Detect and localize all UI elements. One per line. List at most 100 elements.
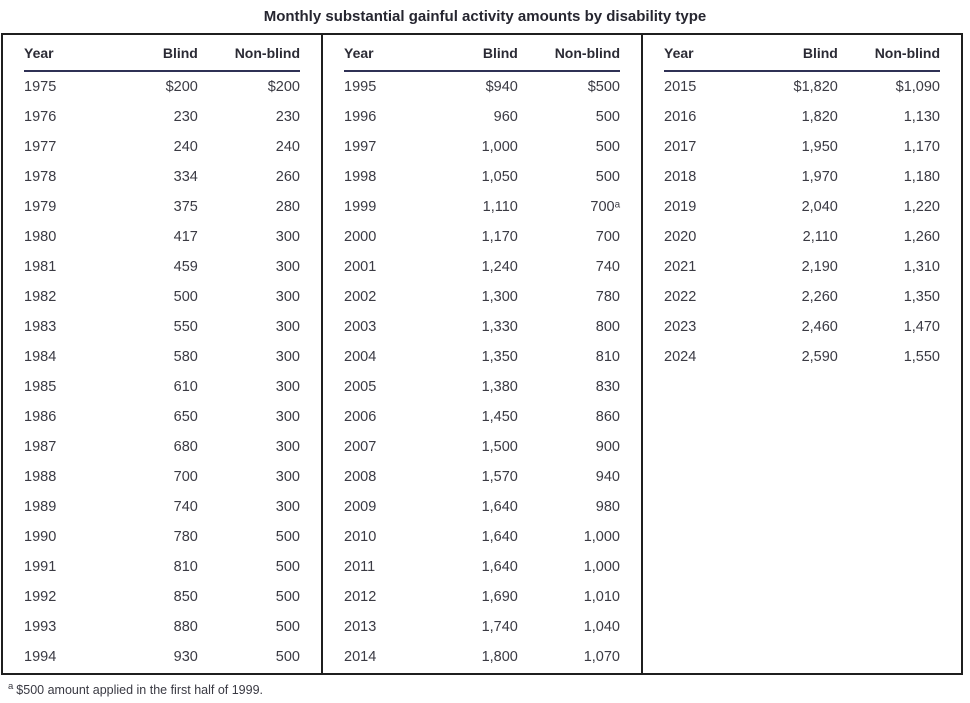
blind-cell: 1,500	[481, 439, 518, 455]
blind-cell: 1,950	[801, 139, 838, 155]
year-cell: 1998	[344, 169, 377, 185]
nonblind-cell: 1,170	[903, 139, 940, 155]
nonblind-cell: 260	[275, 169, 300, 185]
nonblind-cell: 1,000	[583, 529, 620, 545]
year-cell: 1980	[24, 229, 57, 245]
table-row: 2014 1,800 1,070	[344, 642, 620, 672]
year-cell: 1993	[24, 619, 57, 635]
year-cell: 2017	[664, 139, 697, 155]
blind-cell: 2,040	[801, 199, 838, 215]
year-cell: 2010	[344, 529, 377, 545]
table-row: 2003 1,330 800	[344, 312, 620, 342]
table-row: 1992 850 500	[24, 582, 300, 612]
table-row: 2008 1,570 940	[344, 462, 620, 492]
nonblind-cell: $500	[587, 79, 620, 95]
column-header-nonblind: Non-blind	[197, 35, 300, 72]
blind-cell: 1,050	[481, 169, 518, 185]
column-header-blind: Blind	[735, 35, 838, 72]
nonblind-cell: 1,220	[903, 199, 940, 215]
year-cell: 2013	[344, 619, 377, 635]
year-cell: 1982	[24, 289, 57, 305]
nonblind-cell: 300	[275, 379, 300, 395]
nonblind-cell: 700	[595, 229, 620, 245]
nonblind-cell: 1,010	[583, 589, 620, 605]
table-row: 2004 1,350 810	[344, 342, 620, 372]
table-row: 1994 930 500	[24, 642, 300, 672]
nonblind-cell: 500	[595, 169, 620, 185]
table-row: 2019 2,040 1,220	[664, 192, 940, 222]
table-row: 1980 417 300	[24, 222, 300, 252]
header-row: Year Blind Non-blind	[344, 35, 620, 72]
year-cell: 1990	[24, 529, 57, 545]
table-row: 1999 1,110 700ᵃ	[344, 192, 620, 222]
table-row: 1983 550 300	[24, 312, 300, 342]
nonblind-cell: 500	[275, 619, 300, 635]
table-row: 2015 $1,820 $1,090	[664, 71, 940, 102]
table-group-2015-2024: Year Blind Non-blind 2015 $1,820 $1,090 201…	[641, 35, 961, 673]
table-row: 2006 1,450 860	[344, 402, 620, 432]
column-header-nonblind: Non-blind	[517, 35, 620, 72]
nonblind-cell: 810	[595, 349, 620, 365]
year-cell: 1997	[344, 139, 377, 155]
year-cell: 2019	[664, 199, 697, 215]
year-cell: 2022	[664, 289, 697, 305]
nonblind-cell: 300	[275, 349, 300, 365]
blind-cell: 680	[173, 439, 198, 455]
nonblind-cell: 900	[595, 439, 620, 455]
nonblind-cell: 300	[275, 469, 300, 485]
page-title: Monthly substantial gainful activity amo…	[263, 8, 707, 25]
table-row: 2009 1,640 980	[344, 492, 620, 522]
table-row: 1991 810 500	[24, 552, 300, 582]
table-row: 2018 1,970 1,180	[664, 162, 940, 192]
nonblind-cell: 230	[275, 109, 300, 125]
year-cell: 2021	[664, 259, 697, 275]
nonblind-cell: 300	[275, 289, 300, 305]
blind-cell: 880	[173, 619, 198, 635]
footnote-marker: a	[8, 681, 14, 692]
table-row: 2002 1,300 780	[344, 282, 620, 312]
blind-cell: 1,740	[481, 619, 518, 635]
blind-cell: 500	[173, 289, 198, 305]
nonblind-cell: 500	[275, 589, 300, 605]
data-table: Year Blind Non-blind 1995 $940 $500 1996 960…	[344, 35, 620, 672]
table-row: 1989 740 300	[24, 492, 300, 522]
year-cell: 1978	[24, 169, 57, 185]
table-row: 1977 240 240	[24, 132, 300, 162]
nonblind-cell: 860	[595, 409, 620, 425]
column-header-blind: Blind	[415, 35, 518, 72]
table-row: 1981 459 300	[24, 252, 300, 282]
blind-cell: 1,350	[481, 349, 518, 365]
year-cell: 2007	[344, 439, 377, 455]
blind-cell: 580	[173, 349, 198, 365]
data-table: Year Blind Non-blind 1975 $200 $200 1976 230…	[24, 35, 300, 672]
table-row: 1996 960 500	[344, 102, 620, 132]
table-row: 1998 1,050 500	[344, 162, 620, 192]
table-row: 1988 700 300	[24, 462, 300, 492]
year-cell: 1985	[24, 379, 57, 395]
year-cell: 1975	[24, 79, 57, 95]
table-row: 2011 1,640 1,000	[344, 552, 620, 582]
year-cell: 1995	[344, 79, 377, 95]
year-cell: 2008	[344, 469, 377, 485]
year-cell: 2020	[664, 229, 697, 245]
blind-cell: $1,820	[793, 79, 838, 95]
table-row: 2024 2,590 1,550	[664, 342, 940, 372]
nonblind-cell: 300	[275, 409, 300, 425]
blind-cell: 2,590	[801, 349, 838, 365]
table-row: 1987 680 300	[24, 432, 300, 462]
table-row: 2010 1,640 1,000	[344, 522, 620, 552]
nonblind-cell: 280	[275, 199, 300, 215]
year-cell: 1981	[24, 259, 57, 275]
blind-cell: $940	[485, 79, 518, 95]
blind-cell: 610	[173, 379, 198, 395]
blind-cell: 2,460	[801, 319, 838, 335]
nonblind-cell: 300	[275, 319, 300, 335]
blind-cell: 960	[493, 109, 518, 125]
year-cell: 1986	[24, 409, 57, 425]
table-row: 2017 1,950 1,170	[664, 132, 940, 162]
table-row: 1985 610 300	[24, 372, 300, 402]
table-row: 2021 2,190 1,310	[664, 252, 940, 282]
nonblind-cell: 1,130	[903, 109, 940, 125]
blind-cell: 334	[173, 169, 198, 185]
blind-cell: 459	[173, 259, 198, 275]
